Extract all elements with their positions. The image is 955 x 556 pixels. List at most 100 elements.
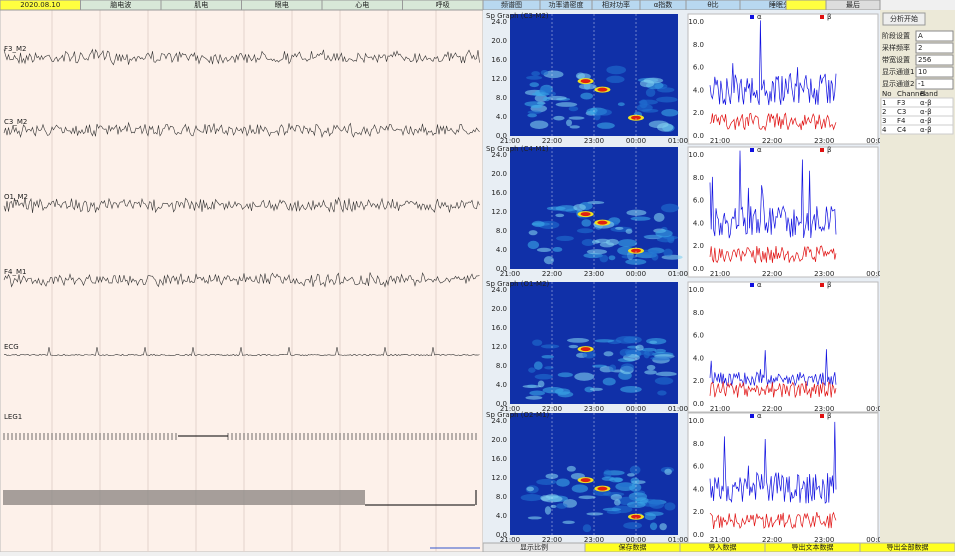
- y-tick-label: 4.0: [693, 485, 704, 493]
- spectrogram-title: Sp Graph (C4-M1): [486, 145, 549, 153]
- field-box[interactable]: [915, 54, 954, 66]
- spectrogram-blob: [529, 120, 549, 130]
- legend-swatch: [750, 15, 754, 19]
- field-box[interactable]: [915, 78, 954, 90]
- legend-label: α: [757, 13, 762, 21]
- legend-swatch: [750, 283, 754, 287]
- legend-swatch: [820, 414, 824, 418]
- bottom-button-label[interactable]: 导入数据: [709, 543, 737, 552]
- field-box[interactable]: [915, 42, 954, 54]
- legend-label: β: [827, 13, 831, 21]
- field-label: 采样频率: [882, 43, 910, 52]
- tab-label[interactable]: θ比: [707, 0, 718, 9]
- spectrogram-blob: [586, 512, 604, 516]
- tab-label[interactable]: 肌电: [194, 0, 208, 9]
- spectrogram-blob: [536, 247, 552, 252]
- beta-line: [709, 245, 837, 264]
- spectrogram-blob: [544, 506, 552, 515]
- table-cell: α-β: [920, 108, 932, 116]
- table-cell: 1: [882, 99, 886, 107]
- field-box[interactable]: [915, 30, 954, 42]
- channel-label: F4_M1: [4, 268, 26, 276]
- table-cell: 2: [882, 108, 886, 116]
- bottom-button-label[interactable]: 导出文本数据: [792, 543, 834, 552]
- spectrogram-blob: [534, 373, 553, 380]
- spectrogram-blob: [599, 254, 609, 263]
- channel-label: ECG: [4, 343, 19, 351]
- y-tick-label: 0.0: [496, 531, 507, 539]
- x-tick-label: 21:00: [710, 405, 730, 413]
- spectrogram-blob: [664, 468, 672, 475]
- tab-label[interactable]: 功率谱密度: [549, 0, 584, 9]
- x-tick-label: 22:00: [762, 137, 782, 145]
- field-value[interactable]: A: [918, 32, 923, 40]
- spectrogram-blob: [581, 219, 592, 227]
- legend-label: α: [757, 412, 762, 420]
- button[interactable]: [882, 12, 926, 26]
- spectrogram-blob: [626, 501, 646, 509]
- field-box[interactable]: [915, 66, 954, 78]
- tab-label[interactable]: 频谱图: [501, 0, 522, 9]
- y-tick-label: 24.0: [491, 151, 507, 159]
- bottom-button-label[interactable]: 导出全部数据: [887, 543, 929, 552]
- spectrogram-blob: [576, 228, 594, 234]
- field-value[interactable]: 2: [918, 44, 922, 52]
- y-tick-label: 4.0: [496, 246, 507, 254]
- tab-label[interactable]: α指数: [654, 0, 673, 9]
- y-tick-label: 2.0: [693, 377, 704, 385]
- spectrogram-hot: [631, 248, 641, 253]
- tab-label[interactable]: 眼电: [275, 0, 289, 9]
- spectrogram-blob: [603, 351, 614, 357]
- spectrogram-blob: [566, 465, 576, 472]
- x-tick-label: 23:00: [814, 270, 834, 278]
- field-value[interactable]: 10: [918, 68, 927, 76]
- table-cell: 4: [882, 126, 887, 134]
- y-tick-label: 24.0: [491, 417, 507, 425]
- spectrogram-blob: [655, 229, 673, 238]
- x-tick-label: 22:00: [542, 270, 562, 278]
- button-label[interactable]: 分析开始: [890, 14, 918, 23]
- spectrogram-blob: [582, 350, 596, 359]
- spectrogram-blob: [609, 364, 617, 372]
- spectrogram-blob: [644, 370, 657, 375]
- spectrogram-blob: [527, 110, 542, 115]
- spectrogram-blob: [527, 113, 538, 118]
- y-tick-label: 6.0: [693, 64, 704, 72]
- tab-label[interactable]: 脑电波: [110, 0, 131, 9]
- x-tick-label: 23:00: [584, 536, 604, 544]
- tab-label[interactable]: 睡眠分期: [769, 0, 797, 9]
- spectrogram-blob: [555, 102, 578, 107]
- channel-label: F3_M2: [4, 45, 26, 53]
- x-tick-label: 23:00: [814, 405, 834, 413]
- table-cell: α-β: [920, 117, 932, 125]
- tab-label[interactable]: 心电: [355, 0, 369, 9]
- x-tick-label: 00:00: [626, 405, 646, 413]
- spectrogram-blob: [596, 109, 612, 116]
- field-value[interactable]: 256: [918, 56, 932, 64]
- y-tick-label: 2.0: [693, 508, 704, 516]
- spectrogram-hot: [580, 212, 591, 217]
- bottom-button-label[interactable]: 显示比例: [520, 543, 548, 552]
- x-tick-label: 00:00: [866, 137, 886, 145]
- spectrogram-hot: [580, 79, 591, 84]
- x-tick-label: 23:00: [584, 270, 604, 278]
- field-value[interactable]: -1: [918, 80, 925, 88]
- x-tick-label: 00:00: [626, 270, 646, 278]
- spectrogram-blob: [627, 473, 635, 477]
- table-row: [880, 106, 954, 117]
- spectrogram-blob: [646, 364, 656, 371]
- bottom-button-label[interactable]: 保存数据: [619, 543, 647, 552]
- tab-label[interactable]: 2020.08.10: [20, 1, 60, 9]
- x-tick-label: 22:00: [762, 270, 782, 278]
- y-tick-label: 16.0: [491, 455, 507, 463]
- y-tick-label: 4.0: [693, 219, 704, 227]
- tab-label[interactable]: 呼吸: [436, 0, 450, 9]
- y-tick-label: 20.0: [491, 305, 507, 313]
- spectrogram-blob: [543, 96, 550, 102]
- spectrogram-blob: [582, 524, 592, 533]
- x-tick-label: 21:00: [710, 536, 730, 544]
- spectrogram-blob: [543, 70, 564, 79]
- tab-label[interactable]: 相对功率: [602, 0, 630, 9]
- tab-label[interactable]: 最后: [846, 0, 860, 9]
- spectrogram-blob: [591, 240, 600, 244]
